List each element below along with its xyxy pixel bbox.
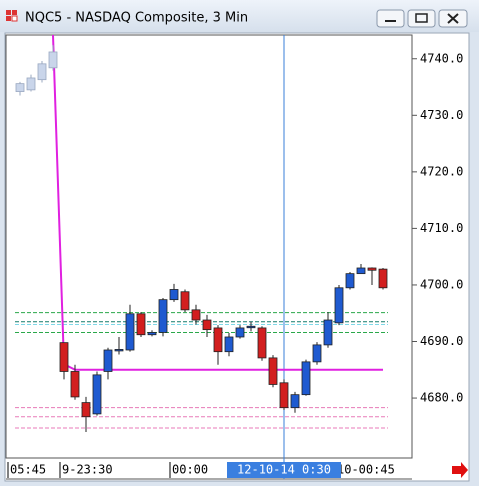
x-tick-label: 10-00:45 — [337, 463, 395, 477]
close-button[interactable] — [438, 9, 468, 28]
candle-body — [70, 371, 80, 398]
window-title: NQC5 - NASDAQ Composite, 3 Min — [25, 11, 248, 26]
candle-body — [312, 344, 322, 363]
x-tick-label: 05:45 — [10, 463, 46, 477]
candle-body — [202, 319, 212, 331]
candle-body — [59, 342, 69, 372]
y-tick-label: 4720.0 — [420, 164, 463, 178]
candle-body — [224, 336, 234, 353]
minimize-button[interactable] — [376, 9, 405, 28]
candle-body — [290, 394, 300, 409]
plot-area — [5, 34, 413, 459]
candle-body — [114, 349, 124, 352]
candle-body — [37, 63, 47, 81]
candle-body — [180, 291, 190, 311]
maximize-button[interactable] — [407, 9, 436, 28]
y-tick-label: 4710.0 — [420, 221, 463, 235]
candle-body — [81, 402, 91, 418]
candle-body — [356, 267, 366, 275]
candle-body — [213, 327, 223, 353]
candle-body — [125, 313, 135, 351]
candle-body — [15, 83, 25, 92]
y-tick-label: 4740.0 — [420, 51, 463, 65]
candle-body — [345, 273, 355, 289]
candle-body — [279, 382, 289, 409]
candle-body — [257, 327, 267, 359]
candle-body — [235, 327, 245, 338]
candle-body — [334, 287, 344, 324]
x-tick-label: 9-23:30 — [62, 463, 113, 477]
candle-body — [191, 309, 201, 321]
candle-body — [48, 51, 58, 69]
y-tick-label: 4680.0 — [420, 391, 463, 405]
candle-body — [158, 299, 168, 333]
candle-body — [378, 268, 388, 289]
candle-body — [103, 349, 113, 372]
crosshair-label: 12-10-14 0:30 — [237, 463, 331, 477]
candle-body — [301, 361, 311, 396]
scroll-arrow[interactable] — [452, 462, 468, 478]
candle-body — [26, 77, 36, 91]
candle-body — [169, 289, 179, 301]
y-tick-label: 4700.0 — [420, 277, 463, 291]
candle-body — [367, 267, 377, 271]
crosshair-label-box — [227, 462, 341, 478]
y-tick-label: 4730.0 — [420, 108, 463, 122]
candle-body — [323, 319, 333, 346]
y-tick-label: 4690.0 — [420, 334, 463, 348]
app-icon — [6, 10, 18, 22]
candle-body — [147, 332, 157, 336]
candle-body — [136, 313, 146, 336]
candle-body — [268, 357, 278, 385]
x-tick-label: 00:00 — [172, 463, 208, 477]
candle-body — [92, 374, 102, 415]
candle-body — [246, 325, 256, 329]
